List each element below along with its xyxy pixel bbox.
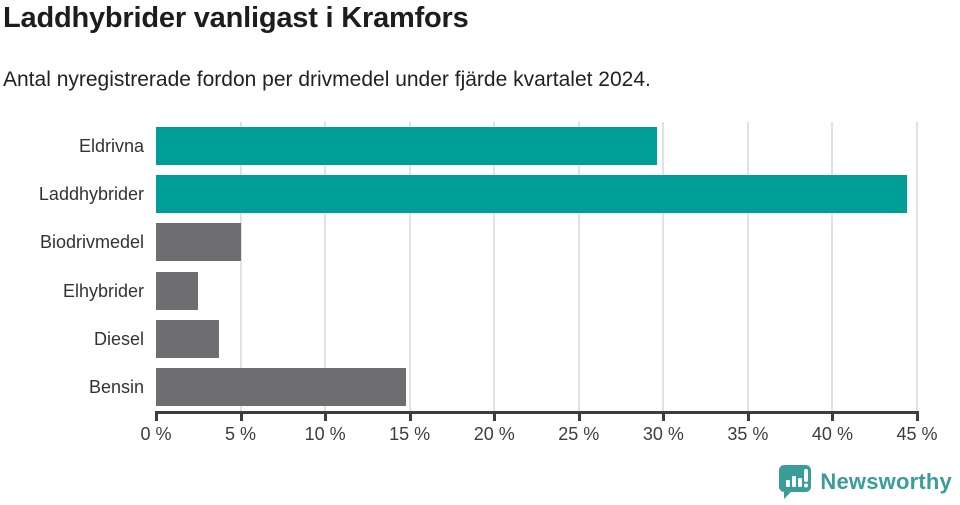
x-tick-label-25: 25 % <box>558 424 600 444</box>
x-tick-30 <box>662 414 666 421</box>
x-tick-label-45: 45 % <box>896 424 938 444</box>
gridline-20 <box>493 122 496 411</box>
x-tick-25 <box>577 414 581 421</box>
category-label-diesel: Diesel <box>93 328 144 349</box>
gridline-30 <box>662 122 665 411</box>
bar-elhybrider <box>156 271 199 310</box>
x-tick-40 <box>831 414 835 421</box>
newsworthy-logo-icon <box>779 465 812 499</box>
gridline-15 <box>408 122 411 411</box>
newsworthy-logo: Newsworthy <box>778 464 952 499</box>
bar-diesel <box>156 319 219 358</box>
bar-laddhybrider <box>156 175 907 214</box>
x-tick-20 <box>493 414 497 421</box>
x-tick-label-30: 30 % <box>642 424 684 444</box>
x-tick-label-40: 40 % <box>811 424 853 444</box>
x-axis-line <box>155 411 919 414</box>
x-tick-label-35: 35 % <box>727 424 769 444</box>
category-label-laddhybrider: Laddhybrider <box>38 184 144 205</box>
category-label-biodrivmedel: Biodrivmedel <box>39 232 144 253</box>
gridline-10 <box>324 122 327 411</box>
x-tick-0 <box>155 414 158 421</box>
x-tick-label-15: 15 % <box>389 424 431 444</box>
chart-subtitle: Antal nyregistrerade fordon per drivmede… <box>3 68 651 91</box>
x-tick-label-20: 20 % <box>473 424 515 444</box>
x-tick-45 <box>916 414 919 421</box>
bar-biodrivmedel <box>156 223 241 262</box>
x-tick-15 <box>408 414 412 421</box>
category-label-eldrivna: Eldrivna <box>78 136 144 156</box>
x-tick-10 <box>324 414 328 421</box>
bar-eldrivna <box>156 127 657 165</box>
x-tick-35 <box>746 414 750 421</box>
category-label-bensin: Bensin <box>88 376 144 397</box>
x-tick-5 <box>239 414 243 421</box>
x-tick-label-0: 0 % <box>140 424 172 444</box>
gridline-35 <box>746 122 749 411</box>
gridline-40 <box>831 122 834 411</box>
bar-bensin <box>156 367 407 406</box>
chart-title: Laddhybrider vanligast i Kramfors <box>3 2 469 34</box>
bar-row-eldrivna: Eldrivna <box>79 122 917 170</box>
gridline-25 <box>577 122 580 411</box>
newsworthy-logo-text: Newsworthy <box>820 468 952 494</box>
x-tick-label-5: 5 % <box>225 424 257 444</box>
bar-row-diesel: Diesel <box>94 315 917 363</box>
gridline-45 <box>916 122 918 411</box>
bar-row-bensin: Bensin <box>89 363 917 411</box>
category-label-elhybrider: Elhybrider <box>62 280 144 301</box>
plot-area: Eldrivna Laddhybrider Biodrivmedel Elhybrid… <box>39 122 918 411</box>
gridline-5 <box>239 122 242 411</box>
bar-row-elhybrider: Elhybrider <box>63 267 917 315</box>
bar-row-biodrivmedel: Biodrivmedel <box>40 218 917 266</box>
x-tick-label-10: 10 % <box>304 424 346 444</box>
bar-row-laddhybrider: Laddhybrider <box>39 170 917 218</box>
